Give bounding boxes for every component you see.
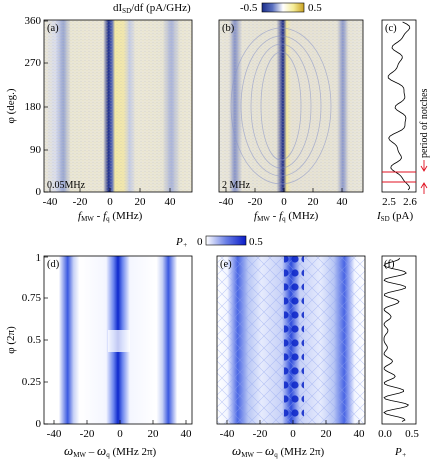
a-xtick: 0 (107, 196, 113, 208)
e-xtick: -40 (220, 428, 235, 440)
bottom-y-axis-label: φ (2π) (5, 326, 17, 354)
a-xtick: 20 (135, 196, 147, 208)
a-xtick: -20 (73, 196, 88, 208)
top-colorbar-min: -0.5 (240, 2, 258, 14)
a-ytick: 270 (25, 57, 42, 69)
panel-f-label: (f) (384, 259, 395, 270)
e-xtick: -20 (253, 428, 268, 440)
e-xtick: 40 (354, 428, 366, 440)
f-x-axis-label: P+ (394, 446, 407, 459)
top-colorbar-max: 0.5 (308, 2, 322, 14)
panel-c: (c) period of notches (381, 19, 430, 194)
arrow-up-icon (420, 182, 428, 194)
panel-b-fringes (230, 27, 332, 185)
c-xtick: 2.5 (382, 196, 396, 208)
bottom-colorbar-min: 0 (197, 236, 203, 248)
b-xtick: -40 (219, 196, 234, 208)
bottom-colorbar-gradient (205, 235, 247, 246)
panel-d: (d) -40 -20 0 20 40 0 0.25 0.5 0.75 1 φ … (5, 252, 193, 459)
panel-b-axes: -40 -20 0 20 40 fMW - fq (MHz) (219, 188, 348, 223)
b-xtick: -20 (248, 196, 263, 208)
d-xtick: 20 (148, 428, 160, 440)
panel-a-label: (a) (47, 23, 59, 34)
period-of-notches-label: period of notches (419, 88, 430, 158)
a-ytick: 0 (36, 186, 42, 198)
b-xtick: 0 (281, 196, 287, 208)
a-xtick: 40 (165, 196, 177, 208)
d-xtick: 40 (181, 428, 193, 440)
top-colorbar-label: dISD/df (pA/GHz) (113, 2, 191, 15)
top-y-axis-label: φ (deg.) (5, 88, 17, 123)
c-xtick: 2.6 (403, 196, 417, 208)
bottom-colorbar: P+ 0 0.5 (175, 235, 263, 249)
e-xtick: 20 (321, 428, 333, 440)
bottom-colorbar-label: P+ (175, 236, 188, 249)
panel-d-label: (d) (47, 259, 60, 270)
b-xtick: 40 (337, 196, 349, 208)
panel-a-axes: -40 -20 0 20 40 0 90 180 270 360 φ (deg.… (5, 15, 176, 223)
top-colorbar: dISD/df (pA/GHz) -0.5 0.5 (113, 2, 322, 15)
panel-b-note: 2 MHz (222, 180, 251, 191)
panel-c-axes: 2.5 2.6 ISD (pA) (376, 196, 417, 223)
a-xtick: -40 (43, 196, 58, 208)
panel-b-label: (b) (222, 23, 235, 34)
bottom-colorbar-max: 0.5 (249, 236, 263, 248)
d-ytick: 0.75 (22, 292, 42, 304)
d-ytick: 1 (36, 252, 42, 264)
d-ytick: 0.5 (27, 334, 41, 346)
d-ytick: 0.25 (22, 376, 42, 388)
a-ytick: 180 (25, 101, 42, 113)
panel-c-label: (c) (385, 23, 397, 34)
panel-a-note: 0.05MHz (47, 180, 86, 191)
c-x-axis-label: ISD (pA) (376, 210, 413, 223)
f-xtick: 0.5 (405, 428, 419, 440)
b-x-axis-label: fMW - fq (MHz) (254, 210, 319, 223)
e-x-axis-label: ωMW – ωq (MHz 2π) (232, 443, 325, 459)
top-colorbar-gradient (261, 2, 305, 13)
panel-c-trace (387, 21, 411, 191)
a-ytick: 90 (30, 144, 42, 156)
panel-f-trace (383, 257, 410, 422)
panel-e: (e) -40 -20 0 20 40 ωMW – ωq (MHz 2π) (216, 255, 366, 459)
a-ytick: 360 (25, 15, 42, 27)
d-xtick: -20 (80, 428, 95, 440)
f-xtick: 0.0 (378, 428, 392, 440)
panel-e-label: (e) (220, 259, 232, 270)
panel-a: (a) 0.05MHz (43, 19, 193, 193)
b-xtick: 20 (308, 196, 320, 208)
d-ytick: 0 (36, 418, 42, 430)
e-xtick: 0 (290, 428, 296, 440)
arrow-down-icon (420, 160, 428, 172)
panel-f: (f) 0.0 0.5 P+ (378, 255, 419, 459)
panel-b: (b) 2 MHz (218, 19, 364, 193)
d-xtick: 0 (117, 428, 123, 440)
a-x-axis-label: fMW - fq (MHz) (78, 210, 143, 223)
d-x-axis-label: ωMW – ωq (MHz 2π) (64, 443, 157, 459)
panel-e-dot-column (284, 256, 304, 424)
d-xtick: -40 (47, 428, 62, 440)
